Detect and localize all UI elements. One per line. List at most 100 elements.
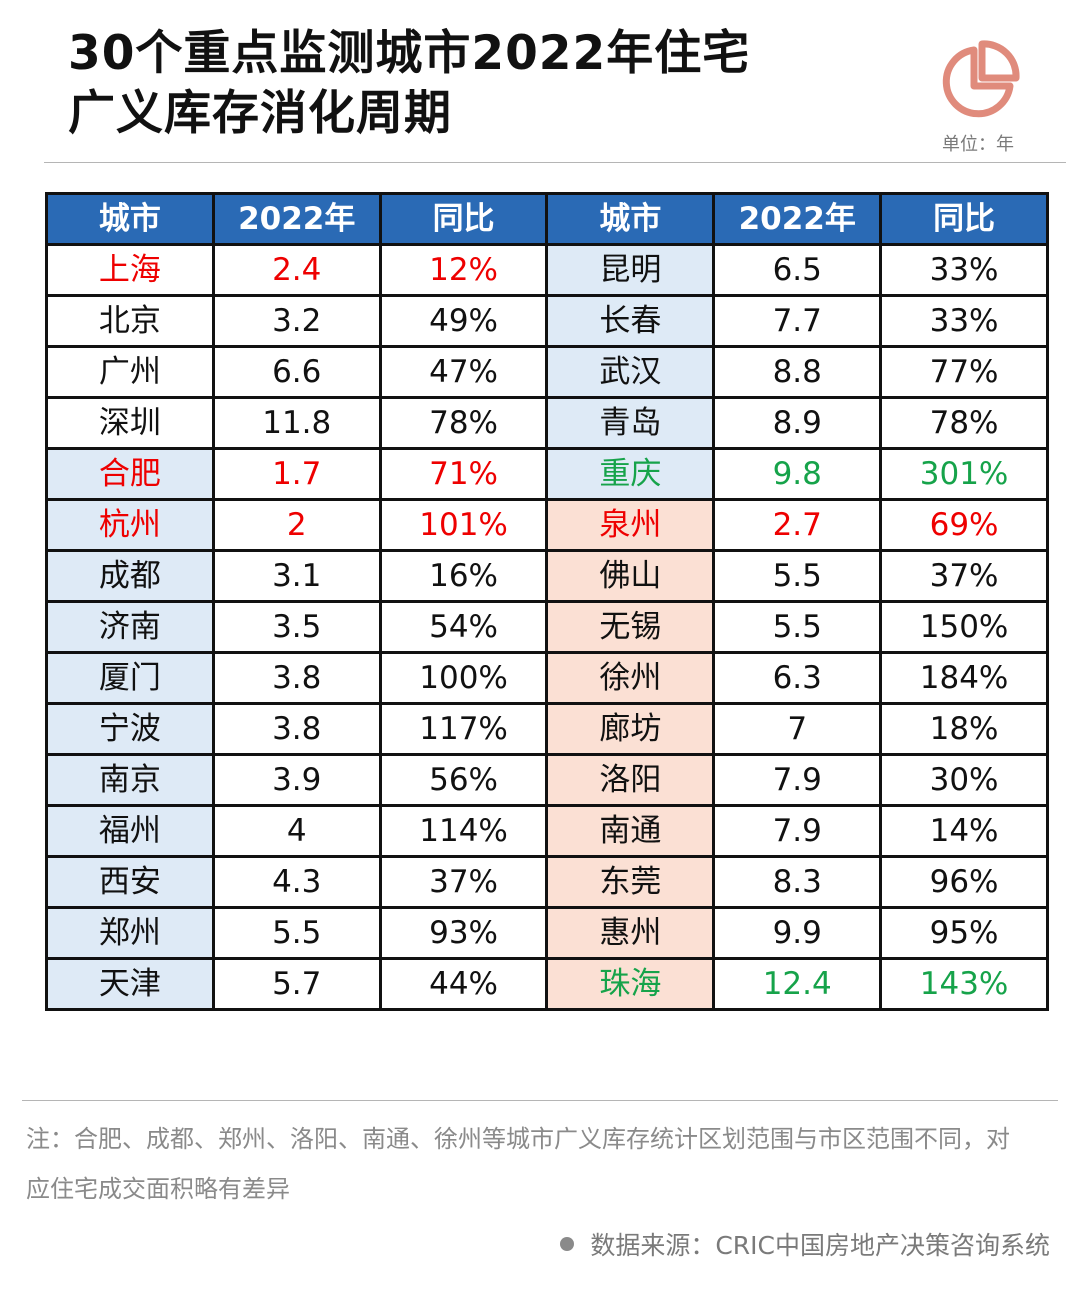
right-yoy-cell: 33% — [879, 243, 1049, 297]
left-yoy-cell: 114% — [378, 804, 549, 858]
right-yoy-cell: 14% — [879, 804, 1049, 858]
left-year-cell: 3.9 — [211, 753, 382, 807]
left-city-cell: 济南 — [45, 600, 215, 654]
left-yoy-cell: 49% — [378, 294, 549, 348]
left-year-cell: 5.5 — [211, 906, 382, 960]
right-yoy-cell: 95% — [879, 906, 1049, 960]
left-city-cell: 北京 — [45, 294, 215, 348]
pie-chart-icon — [942, 40, 1020, 118]
left-city-cell: 福州 — [45, 804, 215, 858]
table-row: 南京 3.9 56% 洛阳 7.9 30% — [45, 753, 1049, 807]
header-city-right: 城市 — [545, 192, 716, 246]
right-year-cell: 6.3 — [712, 651, 883, 705]
right-yoy-cell: 18% — [879, 702, 1049, 756]
divider-bottom — [22, 1100, 1058, 1101]
left-city-cell: 宁波 — [45, 702, 215, 756]
left-city-cell: 郑州 — [45, 906, 215, 960]
right-city-cell: 珠海 — [545, 957, 716, 1011]
left-year-cell: 3.2 — [211, 294, 382, 348]
left-yoy-cell: 44% — [378, 957, 549, 1011]
right-year-cell: 8.3 — [712, 855, 883, 909]
left-city-cell: 西安 — [45, 855, 215, 909]
right-yoy-cell: 37% — [879, 549, 1049, 603]
right-yoy-cell: 301% — [879, 447, 1049, 501]
left-city-cell: 成都 — [45, 549, 215, 603]
right-yoy-cell: 184% — [879, 651, 1049, 705]
right-yoy-cell: 143% — [879, 957, 1049, 1011]
left-yoy-cell: 56% — [378, 753, 549, 807]
right-city-cell: 长春 — [545, 294, 716, 348]
right-yoy-cell: 69% — [879, 498, 1049, 552]
right-city-cell: 廊坊 — [545, 702, 716, 756]
table-row: 天津 5.7 44% 珠海 12.4 143% — [45, 957, 1049, 1011]
left-year-cell: 2.4 — [211, 243, 382, 297]
left-year-cell: 3.5 — [211, 600, 382, 654]
left-yoy-cell: 12% — [378, 243, 549, 297]
table-row: 杭州 2 101% 泉州 2.7 69% — [45, 498, 1049, 552]
left-yoy-cell: 78% — [378, 396, 549, 450]
right-year-cell: 9.9 — [712, 906, 883, 960]
right-city-cell: 佛山 — [545, 549, 716, 603]
right-city-cell: 无锡 — [545, 600, 716, 654]
right-city-cell: 洛阳 — [545, 753, 716, 807]
table-body: 上海 2.4 12% 昆明 6.5 33% 北京 3.2 49% 长春 7.7 33% 广州 6.6 47%… — [45, 243, 1049, 1011]
right-city-cell: 泉州 — [545, 498, 716, 552]
right-yoy-cell: 150% — [879, 600, 1049, 654]
left-yoy-cell: 117% — [378, 702, 549, 756]
right-year-cell: 6.5 — [712, 243, 883, 297]
inventory-table: 城市 2022年 同比 城市 2022年 同比 上海 2.4 12% 昆明 6.5 33%… — [45, 192, 1049, 1011]
right-year-cell: 9.8 — [712, 447, 883, 501]
right-year-cell: 7.9 — [712, 753, 883, 807]
left-city-cell: 南京 — [45, 753, 215, 807]
header-yoy-right: 同比 — [879, 192, 1049, 246]
table-row: 深圳 11.8 78% 青岛 8.9 78% — [45, 396, 1049, 450]
left-yoy-cell: 16% — [378, 549, 549, 603]
right-yoy-cell: 30% — [879, 753, 1049, 807]
right-city-cell: 惠州 — [545, 906, 716, 960]
footnote: 注：合肥、成都、郑州、洛阳、南通、徐州等城市广义库存统计区划范围与市区范围不同，… — [26, 1125, 1010, 1203]
right-year-cell: 5.5 — [712, 549, 883, 603]
left-year-cell: 6.6 — [211, 345, 382, 399]
divider-top — [44, 162, 1066, 163]
right-year-cell: 5.5 — [712, 600, 883, 654]
left-city-cell: 合肥 — [45, 447, 215, 501]
right-yoy-cell: 33% — [879, 294, 1049, 348]
left-city-cell: 厦门 — [45, 651, 215, 705]
right-year-cell: 7.7 — [712, 294, 883, 348]
page-title: 30个重点监测城市2022年住宅 广义库存消化周期 — [68, 24, 750, 144]
left-year-cell: 3.1 — [211, 549, 382, 603]
left-year-cell: 4.3 — [211, 855, 382, 909]
header-year-right: 2022年 — [712, 192, 883, 246]
left-yoy-cell: 47% — [378, 345, 549, 399]
header-city-left: 城市 — [45, 192, 215, 246]
table-row: 西安 4.3 37% 东莞 8.3 96% — [45, 855, 1049, 909]
table-header-row: 城市 2022年 同比 城市 2022年 同比 — [45, 192, 1049, 246]
table-row: 成都 3.1 16% 佛山 5.5 37% — [45, 549, 1049, 603]
right-city-cell: 南通 — [545, 804, 716, 858]
right-city-cell: 武汉 — [545, 345, 716, 399]
left-city-cell: 上海 — [45, 243, 215, 297]
bullet-dot-icon — [560, 1237, 575, 1251]
source-text: 数据来源：CRIC中国房地产决策咨询系统 — [590, 1231, 1050, 1260]
right-city-cell: 青岛 — [545, 396, 716, 450]
left-city-cell: 杭州 — [45, 498, 215, 552]
left-year-cell: 5.7 — [211, 957, 382, 1011]
left-year-cell: 2 — [211, 498, 382, 552]
left-year-cell: 11.8 — [211, 396, 382, 450]
right-city-cell: 昆明 — [545, 243, 716, 297]
table-row: 合肥 1.7 71% 重庆 9.8 301% — [45, 447, 1049, 501]
right-yoy-cell: 77% — [879, 345, 1049, 399]
left-city-cell: 深圳 — [45, 396, 215, 450]
header-year-left: 2022年 — [211, 192, 382, 246]
left-city-cell: 天津 — [45, 957, 215, 1011]
table-row: 福州 4 114% 南通 7.9 14% — [45, 804, 1049, 858]
table-row: 郑州 5.5 93% 惠州 9.9 95% — [45, 906, 1049, 960]
left-year-cell: 4 — [211, 804, 382, 858]
title-line-2: 广义库存消化周期 — [68, 86, 452, 141]
right-yoy-cell: 78% — [879, 396, 1049, 450]
right-yoy-cell: 96% — [879, 855, 1049, 909]
title-line-1: 30个重点监测城市2022年住宅 — [68, 26, 751, 81]
left-yoy-cell: 100% — [378, 651, 549, 705]
table-row: 广州 6.6 47% 武汉 8.8 77% — [45, 345, 1049, 399]
table-row: 宁波 3.8 117% 廊坊 7 18% — [45, 702, 1049, 756]
